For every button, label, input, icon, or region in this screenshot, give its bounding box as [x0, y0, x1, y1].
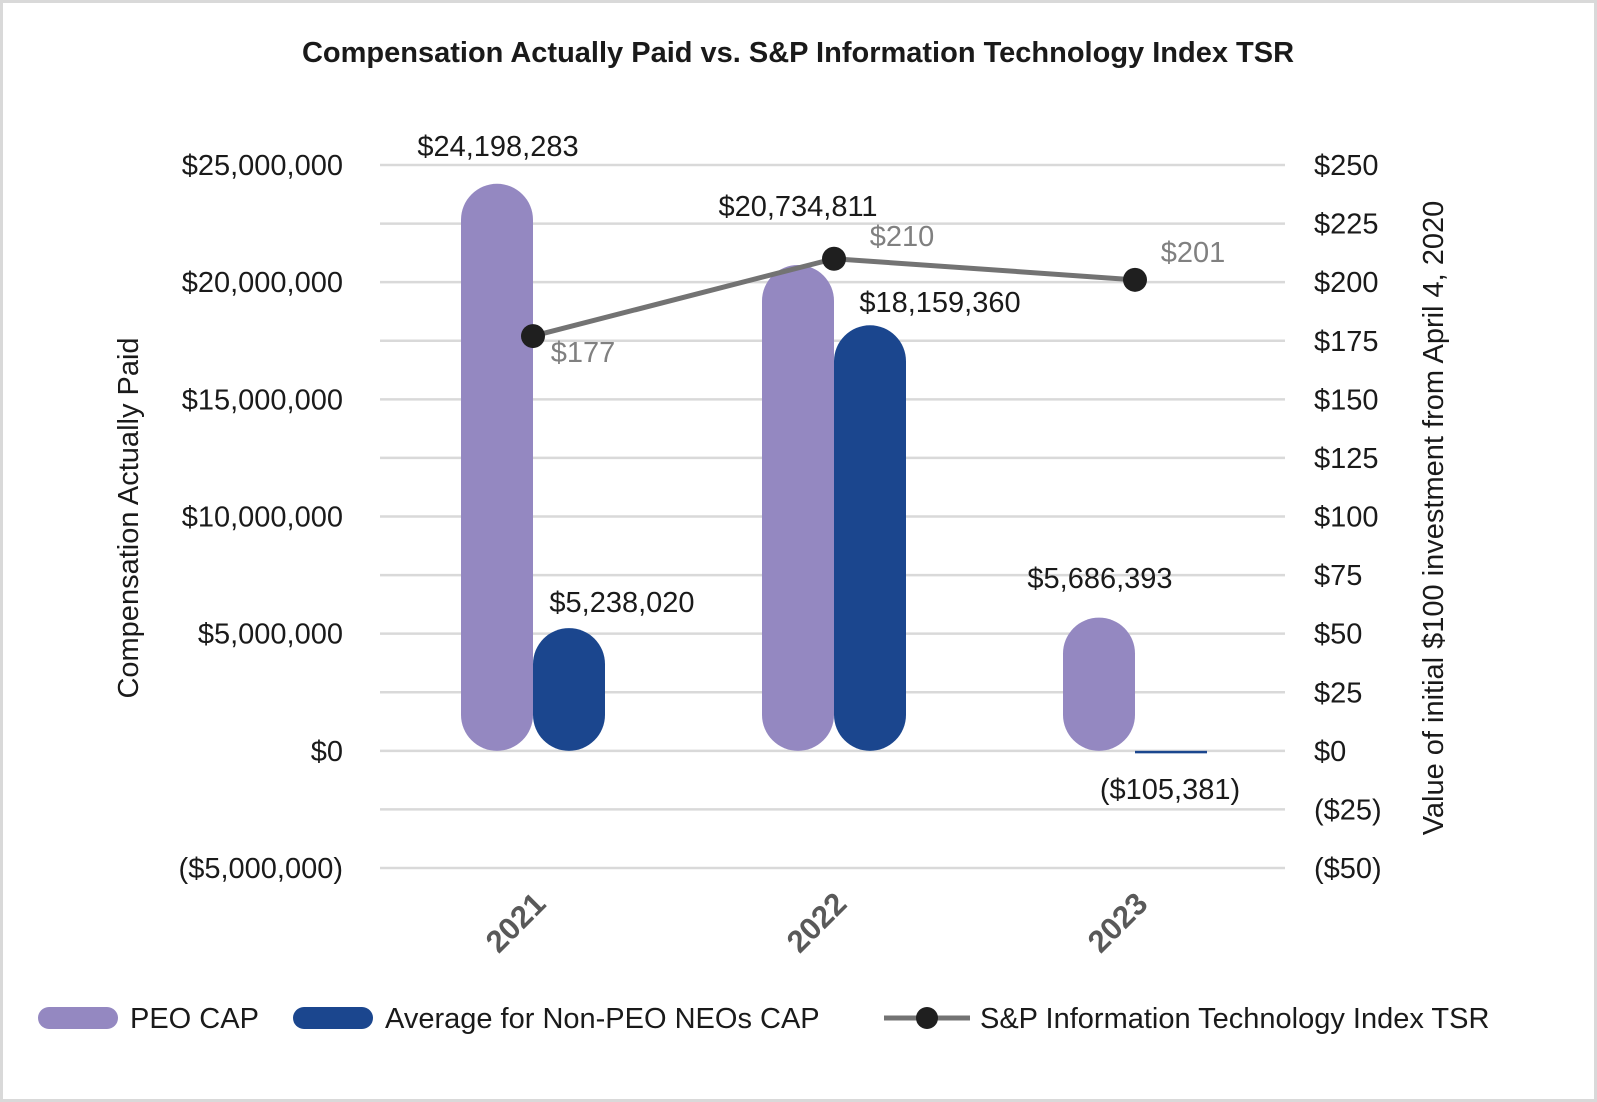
category-label: 2021 [479, 886, 553, 960]
bar-peo-cap-2021 [461, 183, 533, 751]
category-label: 2022 [780, 886, 854, 960]
legend-label-non-peo-cap: Average for Non-PEO NEOs CAP [385, 1003, 820, 1035]
data-label-non-peo-cap: ($105,381) [1100, 774, 1240, 806]
legend-swatch-tsr-marker [916, 1007, 938, 1029]
y2-axis-ticks: $250 $225 $200 $175 $150 $125 $100 $75 $50 $25 $0 (… [1314, 150, 1382, 885]
y2-tick-label: $0 [1314, 736, 1346, 768]
legend-swatch-peo-cap [38, 1007, 118, 1029]
bar-non-peo-cap-2021 [533, 628, 605, 751]
y2-tick-label: $75 [1314, 560, 1362, 592]
y2-tick-label: $200 [1314, 267, 1379, 299]
data-label-peo-cap: $5,686,393 [1027, 563, 1172, 595]
tsr-point-2023 [1123, 267, 1147, 292]
bars [461, 183, 1207, 754]
y2-tick-label: $50 [1314, 619, 1362, 651]
y2-tick-label: $250 [1314, 150, 1379, 182]
y-axis-label: Compensation Actually Paid [113, 337, 145, 698]
y2-tick-label: $225 [1314, 209, 1379, 241]
legend-swatch-non-peo-cap [293, 1007, 373, 1029]
data-label-non-peo-cap: $5,238,020 [549, 587, 694, 619]
legend: PEO CAP Average for Non-PEO NEOs CAP S&P… [38, 1003, 1489, 1035]
y-tick-label: $15,000,000 [182, 384, 343, 416]
y2-tick-label: $125 [1314, 443, 1379, 475]
y-tick-label: $20,000,000 [182, 267, 343, 299]
bar-non-peo-cap-2023 [1135, 750, 1207, 754]
y2-tick-label: ($50) [1314, 853, 1382, 885]
x-axis-categories: 2021 2022 2023 [479, 886, 1155, 960]
legend-label-tsr: S&P Information Technology Index TSR [980, 1003, 1489, 1035]
y2-tick-label: $175 [1314, 326, 1379, 358]
y2-axis-label: Value of initial $100 investment from Ap… [1418, 201, 1450, 836]
data-label-peo-cap: $20,734,811 [718, 191, 877, 223]
y2-tick-label: ($25) [1314, 794, 1382, 826]
y-tick-label: $10,000,000 [182, 502, 343, 534]
data-label-tsr: $210 [870, 221, 935, 253]
y-axis-ticks: $25,000,000 $20,000,000 $15,000,000 $10,000… [179, 150, 343, 885]
data-label-peo-cap: $24,198,283 [417, 131, 578, 163]
tsr-line: $177 $210 $201 [521, 221, 1225, 369]
tsr-point-2022 [822, 246, 846, 271]
tsr-point-2021 [521, 324, 545, 349]
y-tick-label: $5,000,000 [198, 619, 343, 651]
data-label-tsr: $177 [551, 337, 616, 369]
y-tick-label: $25,000,000 [182, 150, 343, 182]
bar-data-labels: $24,198,283 $5,238,020 $20,734,811 $18,159,… [417, 131, 1240, 806]
bar-peo-cap-2023 [1063, 617, 1135, 751]
bar-peo-cap-2022 [762, 264, 834, 751]
y-tick-label: $0 [311, 736, 343, 768]
data-label-non-peo-cap: $18,159,360 [859, 287, 1020, 319]
category-label: 2023 [1081, 886, 1155, 960]
y-tick-label: ($5,000,000) [179, 853, 343, 885]
y2-tick-label: $150 [1314, 384, 1379, 416]
legend-label-peo-cap: PEO CAP [130, 1003, 259, 1035]
y2-tick-label: $100 [1314, 502, 1379, 534]
bar-non-peo-cap-2022 [834, 325, 906, 751]
chart-title: Compensation Actually Paid vs. S&P Infor… [302, 37, 1294, 69]
data-label-tsr: $201 [1161, 237, 1226, 269]
y2-tick-label: $25 [1314, 677, 1362, 709]
